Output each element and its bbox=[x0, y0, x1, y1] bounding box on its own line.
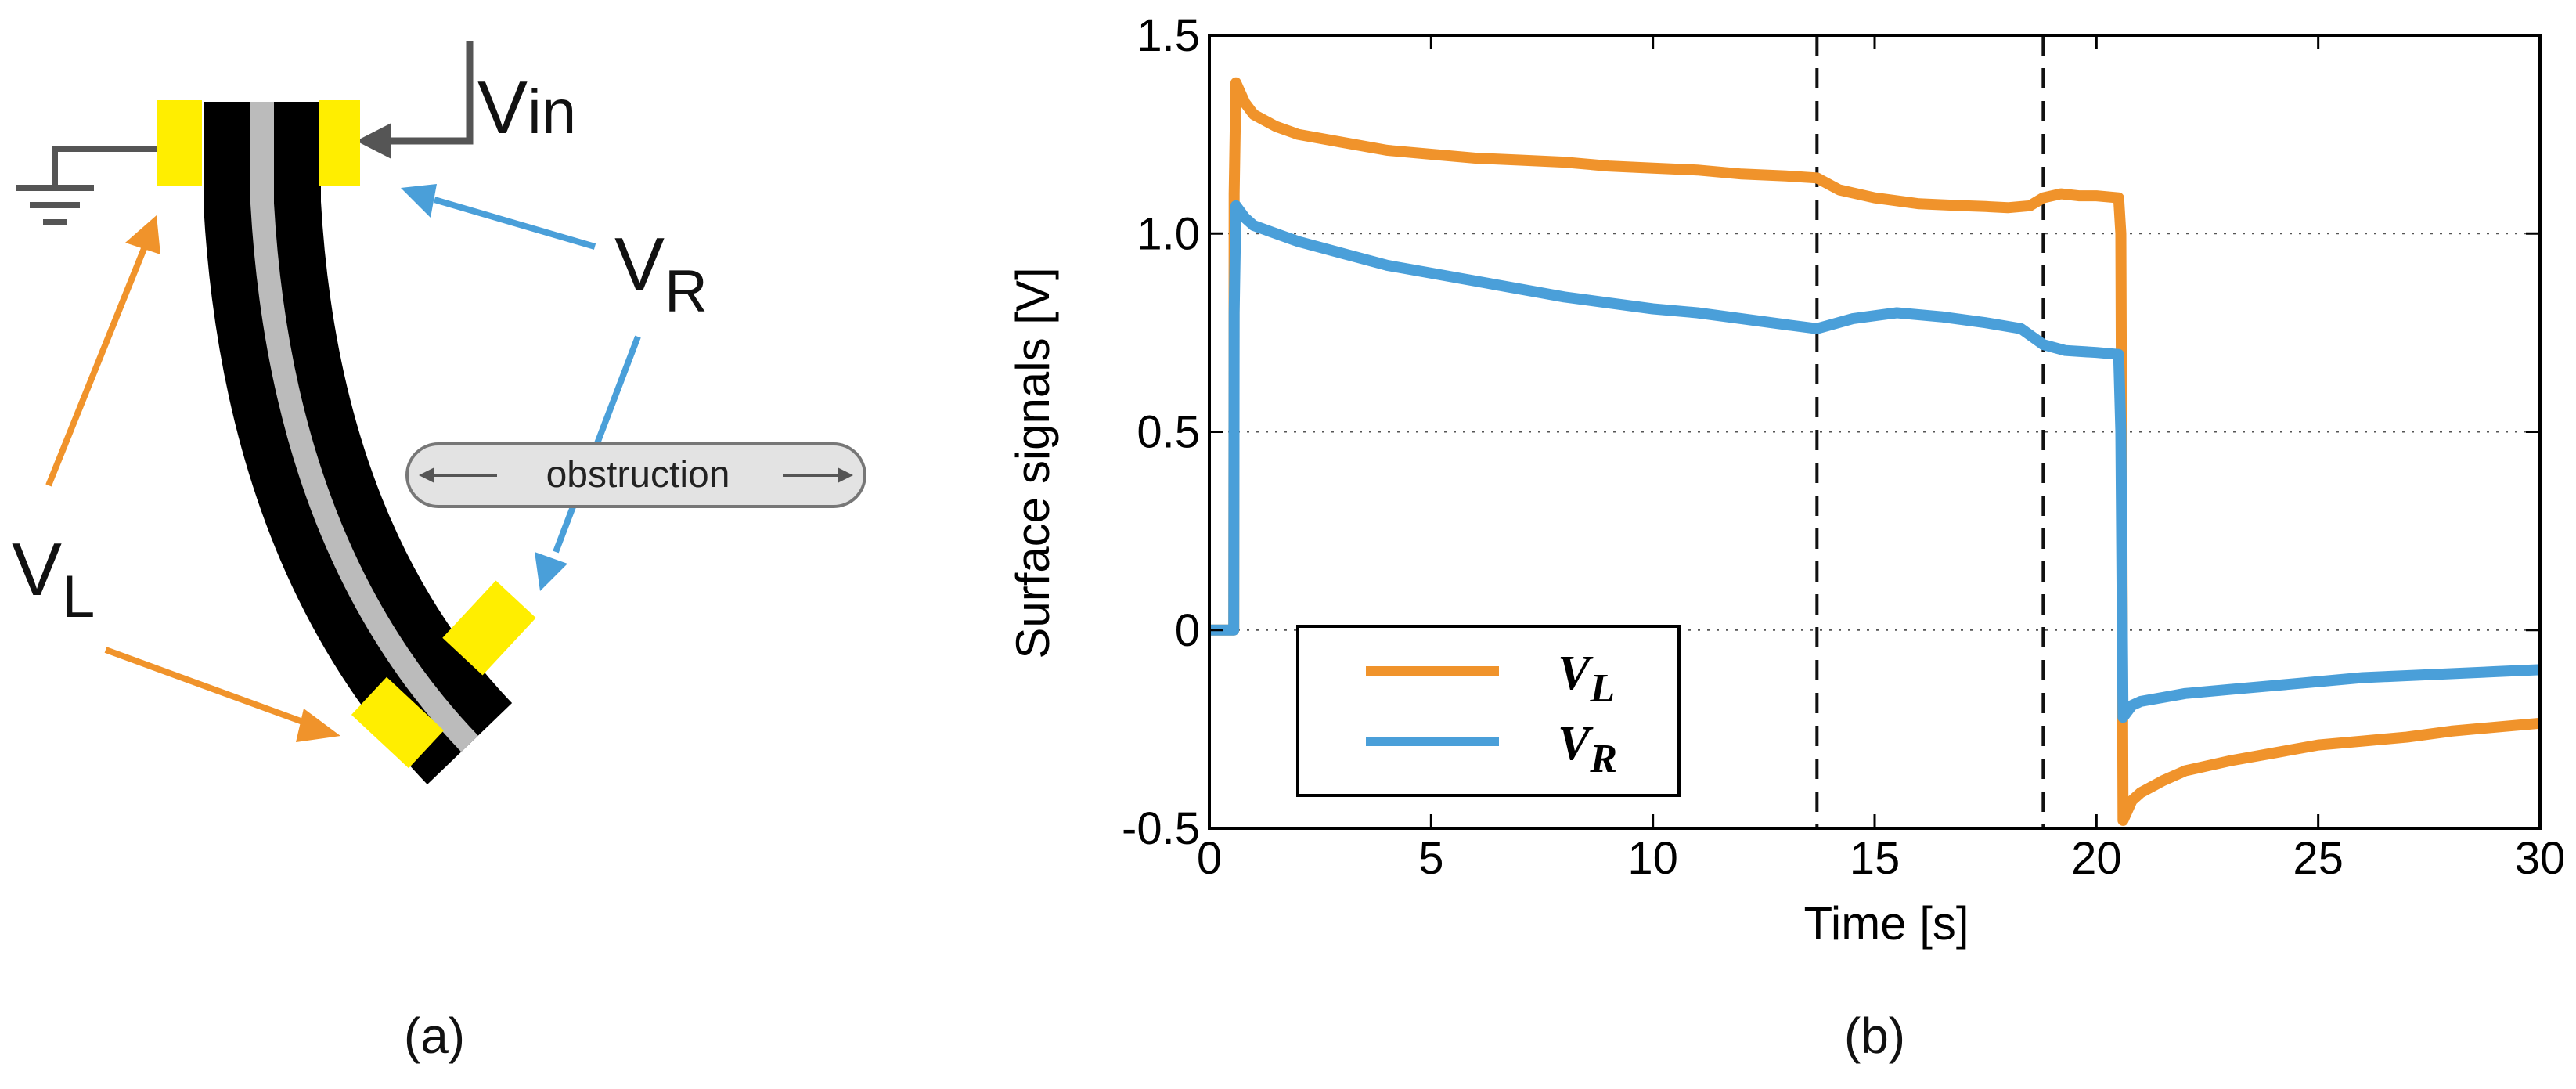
series-lines bbox=[1209, 77, 2541, 826]
x-tick-label: 10 bbox=[1627, 833, 1678, 884]
vl-arrows bbox=[45, 215, 340, 742]
obstruction-label: obstruction bbox=[546, 454, 730, 496]
series-line-v-r bbox=[1209, 200, 2541, 723]
y-tick-label: 0.5 bbox=[1137, 407, 1200, 458]
electrode-bottom-left bbox=[351, 676, 445, 769]
y-tick-label: 1.0 bbox=[1137, 208, 1200, 259]
axis-ticks bbox=[1208, 34, 2542, 830]
vr-arrows bbox=[401, 184, 641, 591]
vin-arrow bbox=[356, 41, 474, 159]
y-axis-label: Surface signals [V] bbox=[1007, 267, 1059, 658]
vin-label: Vin bbox=[477, 66, 576, 150]
grid-lines bbox=[1209, 233, 2540, 631]
series-line-v-l bbox=[1209, 77, 2541, 826]
electrode-top-left bbox=[157, 100, 202, 186]
x-tick-label: 5 bbox=[1418, 833, 1443, 884]
beam-core bbox=[250, 102, 478, 752]
ground-icon bbox=[16, 146, 157, 225]
obstruction-indicator: obstruction bbox=[405, 442, 866, 508]
legend-label-vr: VR bbox=[1558, 717, 1617, 781]
vr-label: VR bbox=[614, 222, 708, 325]
x-tick-labels: 0 5 10 15 20 25 30 bbox=[1197, 833, 2565, 884]
electrode-bottom-right bbox=[442, 580, 536, 676]
vl-label: VL bbox=[12, 528, 95, 630]
panel-a-diagram: obstruction Vin VR VL (a) bbox=[12, 41, 866, 1064]
y-tick-label: 0 bbox=[1175, 605, 1200, 656]
legend-label-vl: VL bbox=[1558, 647, 1615, 711]
electrode-top-right bbox=[319, 100, 360, 186]
caption-b: (b) bbox=[1844, 1008, 1905, 1064]
marker-vlines bbox=[1815, 35, 2045, 828]
x-tick-label: 0 bbox=[1197, 833, 1222, 884]
y-tick-label: 1.5 bbox=[1137, 10, 1200, 61]
legend: VL VR bbox=[1296, 625, 1681, 797]
legend-box bbox=[1296, 625, 1681, 797]
x-tick-label: 15 bbox=[1850, 833, 1900, 884]
y-tick-label: -0.5 bbox=[1122, 803, 1200, 854]
x-tick-label: 25 bbox=[2293, 833, 2344, 884]
x-tick-label: 20 bbox=[2071, 833, 2122, 884]
x-axis-label: Time [s] bbox=[1803, 897, 1969, 950]
caption-a: (a) bbox=[404, 1008, 465, 1064]
x-tick-label: 30 bbox=[2515, 833, 2566, 884]
y-tick-labels: -0.5 0 0.5 1.0 1.5 bbox=[1122, 10, 1200, 854]
panel-b-chart: 0 5 10 15 20 25 30 -0.500.51.01.5 Time [s] Sur… bbox=[1007, 10, 2565, 1064]
